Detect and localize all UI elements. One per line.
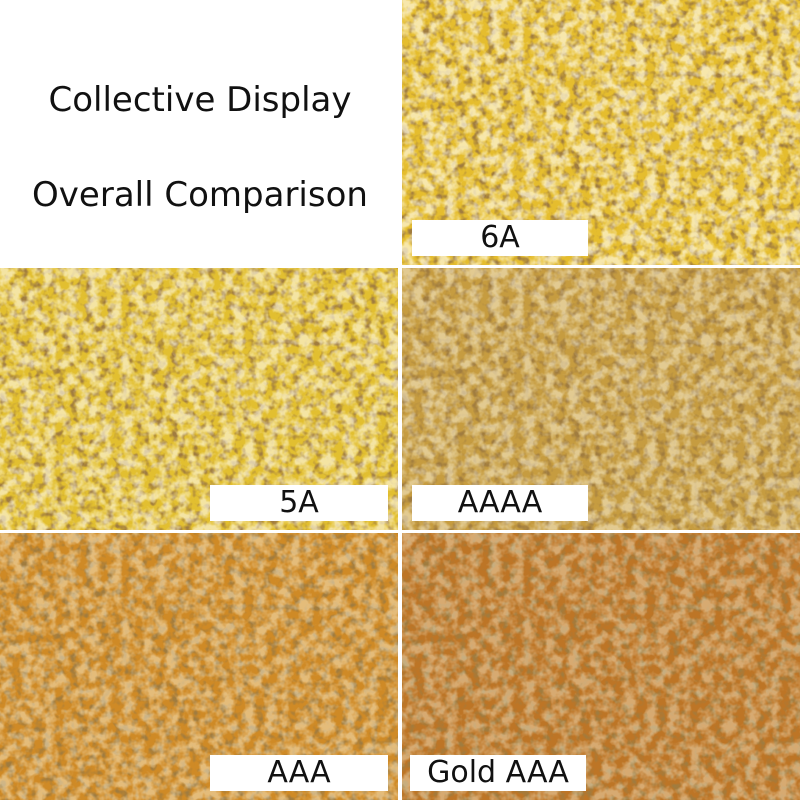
grade-label: AAA xyxy=(210,755,388,791)
grade-label: 6A xyxy=(412,220,588,256)
grade-label: Gold AAA xyxy=(410,755,586,791)
tile-6a: 6A xyxy=(402,0,800,265)
grade-label: AAAA xyxy=(412,485,588,521)
grade-label: 5A xyxy=(210,485,388,521)
tile-5a: 5A xyxy=(0,268,398,530)
header-line: Collective Display xyxy=(48,80,352,120)
tile-aaa: AAA xyxy=(0,533,398,800)
tile-aaaa: AAAA xyxy=(402,268,800,530)
texture xyxy=(0,533,398,800)
header-line: Overall Comparison xyxy=(32,175,368,215)
tile-gold-aaa: Gold AAA xyxy=(402,533,800,800)
